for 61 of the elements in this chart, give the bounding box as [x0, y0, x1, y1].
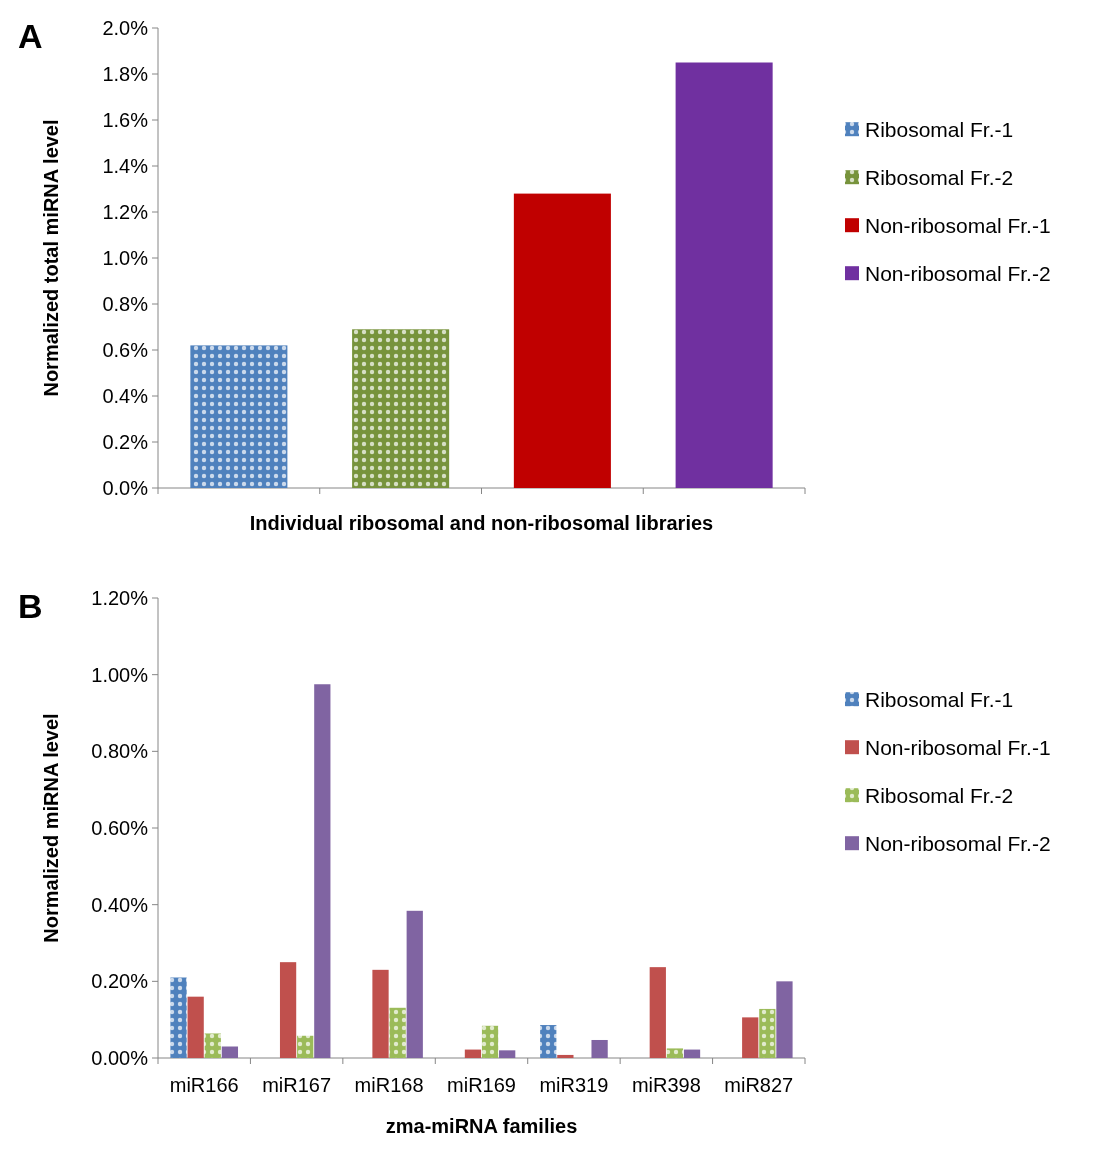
- x-tick-label: miR166: [169, 1074, 239, 1096]
- bar: [279, 962, 297, 1058]
- bar: [314, 684, 331, 1058]
- y-tick-label: 1.0%: [102, 247, 149, 269]
- y-axis-title: Normalized total miRNA level: [40, 119, 62, 397]
- x-tick-label: miR168: [354, 1074, 424, 1096]
- bar: [499, 1050, 516, 1058]
- legend-label: Ribosomal Fr.-2: [865, 783, 1014, 807]
- bar: [683, 1049, 701, 1058]
- legend-label: Non-ribosomal Fr.-2: [865, 261, 1051, 285]
- bar: [666, 1048, 684, 1058]
- bar: [557, 1054, 574, 1058]
- legend-label: Ribosomal Fr.-2: [865, 165, 1014, 189]
- y-tick-label: 2.0%: [102, 17, 149, 39]
- bar: [187, 996, 204, 1058]
- y-tick-label: 0.0%: [102, 477, 149, 499]
- bar: [759, 1008, 776, 1058]
- y-tick-label: 0.40%: [91, 893, 149, 916]
- bar: [591, 1039, 608, 1058]
- x-tick-label: miR398: [631, 1074, 701, 1096]
- y-tick-label: 1.4%: [102, 155, 149, 177]
- text: A: [18, 17, 43, 55]
- x-tick-label: miR827: [724, 1074, 794, 1096]
- bar: [297, 1035, 314, 1058]
- legend-label: Non-ribosomal Fr.-1: [865, 213, 1051, 237]
- y-tick-label: 1.2%: [102, 201, 149, 223]
- y-tick-label: 0.20%: [91, 970, 149, 993]
- y-tick-label: 1.20%: [91, 587, 149, 609]
- y-tick-label: 0.00%: [91, 1047, 149, 1069]
- y-tick-label: 0.80%: [91, 740, 149, 763]
- bar: [170, 977, 187, 1058]
- y-tick-label: 0.8%: [102, 293, 149, 315]
- y-tick-label: 0.2%: [102, 431, 149, 453]
- y-tick-label: 1.8%: [102, 63, 149, 85]
- legend-label: Non-ribosomal Fr.-1: [865, 735, 1051, 759]
- bar: [372, 969, 389, 1058]
- legend-label: Ribosomal Fr.-1: [865, 117, 1014, 141]
- legend-label: Non-ribosomal Fr.-2: [865, 831, 1051, 855]
- x-axis-title: Individual ribosomal and non-ribosomal libraries: [249, 512, 714, 534]
- x-axis-title: zma-miRNA families: [385, 1115, 578, 1137]
- bar: [464, 1049, 482, 1058]
- y-tick-label: 0.60%: [91, 817, 149, 839]
- bar: [406, 910, 423, 1058]
- y-tick-label: 0.4%: [102, 385, 149, 407]
- bar: [776, 981, 793, 1058]
- bar: [389, 1007, 406, 1058]
- legend-label: Ribosomal Fr.-1: [865, 687, 1014, 711]
- bar: [481, 1025, 499, 1058]
- bar: [204, 1033, 221, 1058]
- x-tick-label: miR319: [539, 1074, 609, 1096]
- bar: [221, 1046, 239, 1058]
- bar: [540, 1025, 557, 1058]
- y-tick-label: 0.6%: [102, 339, 149, 361]
- text: B: [18, 587, 43, 625]
- y-tick-label: 1.00%: [91, 663, 149, 686]
- y-tick-label: 1.6%: [102, 109, 149, 131]
- bar: [649, 967, 666, 1058]
- y-axis-title: Normalized miRNA level: [40, 713, 62, 943]
- bar: [742, 1017, 759, 1058]
- x-tick-label: miR167: [262, 1074, 332, 1096]
- x-tick-label: miR169: [447, 1074, 516, 1096]
